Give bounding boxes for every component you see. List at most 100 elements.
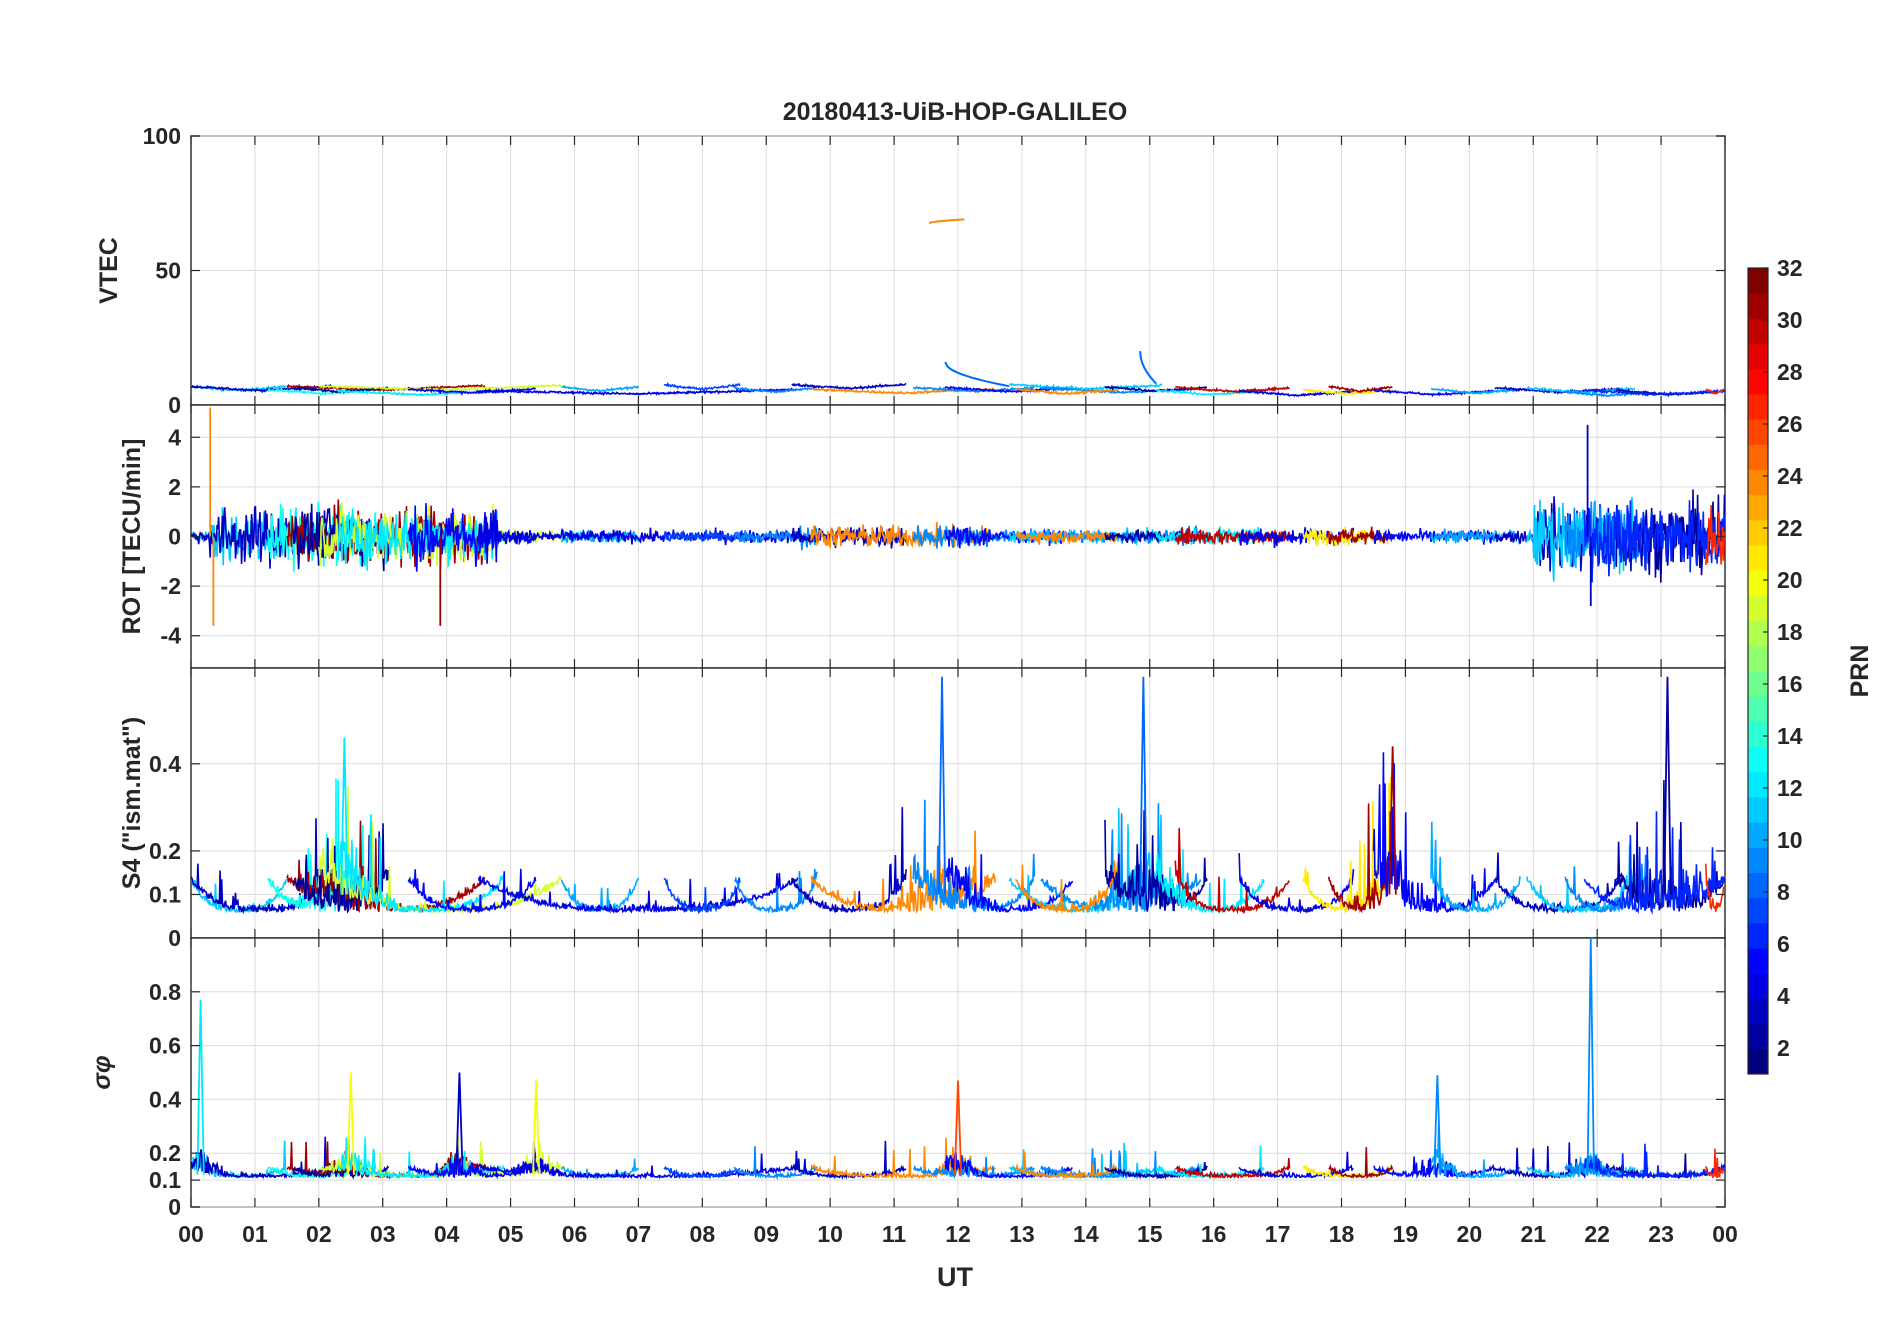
colorbar-segment [1748, 998, 1768, 1025]
series-prn-12 [1155, 526, 1266, 547]
y-tick-label: 0 [168, 524, 181, 550]
y-tick-label: 4 [168, 424, 181, 450]
x-tick-label: 13 [1009, 1221, 1035, 1247]
colorbar-segment [1748, 645, 1768, 672]
x-tick-label: 05 [498, 1221, 524, 1247]
colorbar-tick-label: 2 [1777, 1035, 1790, 1061]
series-prn-30 [1174, 827, 1290, 915]
peak-3 [455, 1072, 464, 1175]
colorbar-segment [1748, 268, 1768, 294]
series-prn-11 [1008, 382, 1163, 393]
peak-4 [532, 1080, 541, 1175]
series-prn-6 [1583, 811, 1725, 915]
series-group [191, 676, 1725, 915]
series-prn-24 [810, 1137, 996, 1180]
peak-5 [1663, 676, 1672, 895]
x-tick-label: 07 [626, 1221, 652, 1247]
series-prn-9 [733, 525, 818, 551]
panel-1: 0 50 100 VTEC [95, 123, 1726, 418]
series-prn-11 [191, 1140, 287, 1179]
colorbar-segment [1748, 545, 1768, 571]
x-tick-label: 01 [242, 1221, 268, 1247]
colorbar-segment [1748, 343, 1768, 370]
panel-2: -4 -2 0 2 4 ROT [TECU/min] [118, 404, 1726, 669]
y-tick-label: 0 [168, 1194, 181, 1220]
colorbar-segment [1748, 822, 1768, 848]
colorbar-segment [1748, 796, 1768, 823]
y-tick-label: -2 [161, 573, 181, 599]
series-prn-3 [1494, 852, 1623, 915]
colorbar-segment [1748, 293, 1768, 319]
series-prn-10 [561, 384, 640, 393]
series-prn-9 [913, 385, 1035, 394]
colorbar-segment [1748, 1048, 1768, 1075]
series-prn-9 [734, 869, 818, 914]
series-prn-7 [663, 381, 741, 391]
series-prn-7 [663, 877, 741, 915]
colorbar-tick-label: 14 [1777, 723, 1803, 749]
y-axis-label: ROT [TECU/min] [118, 439, 146, 635]
y-axis-label: σφ [88, 1055, 116, 1089]
peak-4 [1388, 746, 1397, 895]
series-prn-10 [1431, 387, 1521, 395]
series-prn-3 [791, 807, 907, 914]
series-prn-9 [734, 386, 818, 394]
series-group [191, 938, 1725, 1181]
y-axis-label: VTEC [95, 237, 123, 304]
colorbar-tick-label: 18 [1777, 619, 1803, 645]
y-tick-label: 0.2 [149, 1140, 181, 1166]
series-prn-5 [944, 854, 1074, 913]
y-tick-label: 50 [155, 258, 181, 284]
peak-2 [937, 676, 947, 895]
panel-3: 0 0.1 0.2 0.4S4 ("ism.mat") [118, 667, 1726, 951]
series-prn-24 [1015, 1152, 1118, 1181]
colorbar-segment [1748, 368, 1768, 395]
x-tick-label: 21 [1520, 1221, 1546, 1247]
peak-3 [1139, 676, 1148, 895]
colorbar-segment [1748, 746, 1768, 773]
colorbar-tick-label: 6 [1777, 931, 1790, 957]
colorbar-segment [1748, 872, 1768, 899]
x-tick-label: 22 [1584, 1221, 1610, 1247]
vtec-feature-3 [1139, 351, 1157, 385]
panel-4: 00.10.2 0.4 0.6 0.8 σφ [88, 937, 1726, 1220]
colorbar-tick-label: 12 [1777, 775, 1803, 801]
x-tick-label: 00 [1712, 1221, 1738, 1247]
x-tick-label: 19 [1393, 1221, 1419, 1247]
series-group [191, 407, 1725, 626]
peak-1 [196, 999, 205, 1175]
colorbar-tick-label: 24 [1777, 463, 1803, 489]
series-prn-27 [1705, 388, 1725, 395]
x-tick-label: 12 [945, 1221, 971, 1247]
colorbar-segment [1748, 620, 1768, 647]
series-prn-24 [1015, 529, 1119, 545]
series-prn-7 [663, 529, 741, 543]
y-tick-label: 0.1 [149, 1167, 181, 1193]
colorbar-segment [1748, 771, 1768, 798]
series-prn-24 [1014, 387, 1118, 396]
colorbar-segment [1748, 393, 1768, 420]
colorbar-segment [1748, 847, 1768, 873]
colorbar-segment [1748, 696, 1768, 722]
series-prn-9 [912, 799, 1036, 914]
peak-1 [340, 737, 349, 895]
x-tick-label: 03 [370, 1221, 396, 1247]
series-prn-11 [1008, 527, 1163, 547]
series-prn-12 [337, 388, 505, 397]
x-tick-label: 08 [690, 1221, 716, 1247]
colorbar-segment [1748, 595, 1768, 622]
x-tick-label: 20 [1457, 1221, 1483, 1247]
colorbar-segment [1748, 1023, 1768, 1050]
series-prn-5 [1372, 752, 1496, 914]
x-tick-label: 00 [178, 1221, 204, 1247]
x-tick-label: 16 [1201, 1221, 1227, 1247]
colorbar-frame [1747, 267, 1769, 1075]
y-tick-label: 0 [168, 392, 181, 418]
series-prn-5 [407, 503, 537, 572]
y-tick-label: 0.8 [149, 979, 181, 1005]
x-tick-label: 04 [434, 1221, 460, 1247]
colorbar-tick-label: 26 [1777, 411, 1803, 437]
vtec-feature-2 [944, 361, 1010, 388]
colorbar-tick-label: 10 [1777, 827, 1803, 853]
